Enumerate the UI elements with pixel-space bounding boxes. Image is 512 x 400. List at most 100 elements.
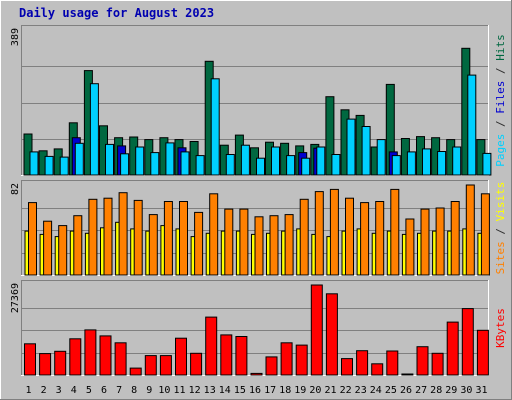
bar-sites xyxy=(360,202,370,276)
y-max-label: 27369 xyxy=(10,283,21,313)
y-max-label: 389 xyxy=(10,28,21,46)
bar-sites xyxy=(269,215,279,276)
bar-pages xyxy=(482,152,492,176)
bar-pages xyxy=(331,154,341,176)
side-legend-segment: Sites xyxy=(494,241,507,274)
bar-pages xyxy=(89,83,99,176)
side-legend-segment: Hits xyxy=(494,34,507,61)
x-tick-label: 24 xyxy=(370,385,382,396)
x-tick-label: 5 xyxy=(86,385,92,396)
x-tick-label: 27 xyxy=(415,385,427,396)
bar-kbytes xyxy=(175,337,187,376)
side-legend-segment: / xyxy=(494,114,507,134)
bar-pages xyxy=(346,118,356,176)
bar-pages xyxy=(225,154,235,176)
bar-sites xyxy=(450,201,460,276)
bar-pages xyxy=(59,156,69,176)
bar-kbytes xyxy=(129,367,142,376)
bar-kbytes xyxy=(99,335,112,376)
side-legend-bottom: KBytes xyxy=(494,308,507,348)
bar-kbytes xyxy=(235,336,248,376)
y-max-label: 82 xyxy=(10,183,21,195)
x-tick-label: 12 xyxy=(189,385,201,396)
x-tick-label: 23 xyxy=(355,385,367,396)
bar-pages xyxy=(29,151,39,176)
bar-kbytes xyxy=(190,352,203,376)
bar-sites xyxy=(179,201,188,276)
x-tick-label: 25 xyxy=(385,385,397,396)
bar-kbytes xyxy=(220,334,233,376)
bar-kbytes xyxy=(446,321,459,376)
x-tick-label: 19 xyxy=(294,385,306,396)
bar-pages xyxy=(150,152,160,176)
bar-kbytes xyxy=(24,343,36,376)
bar-kbytes xyxy=(114,342,127,376)
chart-panel-bottom: 27369 KBytes xyxy=(10,280,507,376)
x-tick-label: 11 xyxy=(173,385,185,396)
bar-sites xyxy=(43,220,53,276)
bar-pages xyxy=(286,155,296,176)
bar-pages xyxy=(165,142,175,176)
bar-sites xyxy=(299,198,309,276)
bar-kbytes xyxy=(265,356,278,376)
plot-area xyxy=(21,280,489,376)
side-legend-segment: / xyxy=(494,221,507,241)
bar-pages xyxy=(361,126,371,176)
x-tick-label: 8 xyxy=(131,385,137,396)
bar-kbytes xyxy=(250,372,263,376)
bar-pages xyxy=(256,157,265,176)
x-tick-label: 4 xyxy=(71,385,77,396)
bar-kbytes xyxy=(476,329,489,376)
bar-sites xyxy=(194,211,204,276)
bar-sites xyxy=(420,208,430,276)
bar-kbytes xyxy=(416,346,429,376)
x-tick-label: 18 xyxy=(279,385,291,396)
bar-pages xyxy=(240,144,250,176)
x-tick-label: 20 xyxy=(309,385,321,396)
bar-pages xyxy=(180,151,190,176)
bar-kbytes xyxy=(461,308,474,376)
bar-sites xyxy=(314,191,324,276)
x-tick-label: 17 xyxy=(264,385,276,396)
side-legend-segment: KBytes xyxy=(494,308,507,348)
chart-title: Daily usage for August 2023 xyxy=(19,6,214,20)
bar-pages xyxy=(120,153,130,176)
bar-kbytes xyxy=(310,284,323,376)
x-tick-label: 28 xyxy=(430,385,442,396)
bar-sites xyxy=(133,199,143,276)
bar-kbytes xyxy=(205,316,218,376)
bar-sites xyxy=(465,184,475,276)
bar-kbytes xyxy=(69,338,82,376)
bar-hits xyxy=(325,96,335,176)
x-tick-label: 10 xyxy=(158,385,170,396)
bar-kbytes xyxy=(371,363,384,376)
bar-kbytes xyxy=(295,344,308,376)
bar-sites xyxy=(390,188,400,276)
bar-sites xyxy=(148,214,158,276)
bar-kbytes xyxy=(356,350,369,376)
x-tick-label: 2 xyxy=(41,385,47,396)
bar-sites xyxy=(28,202,37,276)
x-tick-label: 30 xyxy=(460,385,472,396)
bar-sites xyxy=(88,198,98,276)
x-tick-label: 7 xyxy=(116,385,122,396)
bar-sites xyxy=(163,201,173,276)
bar-sites xyxy=(224,208,234,276)
bar-pages xyxy=(74,142,84,176)
bar-kbytes xyxy=(84,329,97,376)
x-tick-label: 15 xyxy=(234,385,246,396)
bar-sites xyxy=(329,188,339,276)
bar-pages xyxy=(44,155,54,176)
x-tick-label: 21 xyxy=(324,385,336,396)
bar-kbytes xyxy=(325,293,338,376)
x-tick-label: 14 xyxy=(219,385,231,396)
bar-pages xyxy=(422,148,431,176)
bar-sites xyxy=(254,216,264,276)
bar-kbytes xyxy=(39,353,52,376)
bar-pages xyxy=(316,146,326,176)
bar-sites xyxy=(435,207,445,276)
bar-sites xyxy=(118,192,128,276)
x-tick-label: 1 xyxy=(25,385,31,396)
x-axis-labels: 1 2 3 4 5 6 7 8 9 10 11 12 13 14 15 16 17 18 19 20 21 22 23 24 2… xyxy=(25,385,487,396)
